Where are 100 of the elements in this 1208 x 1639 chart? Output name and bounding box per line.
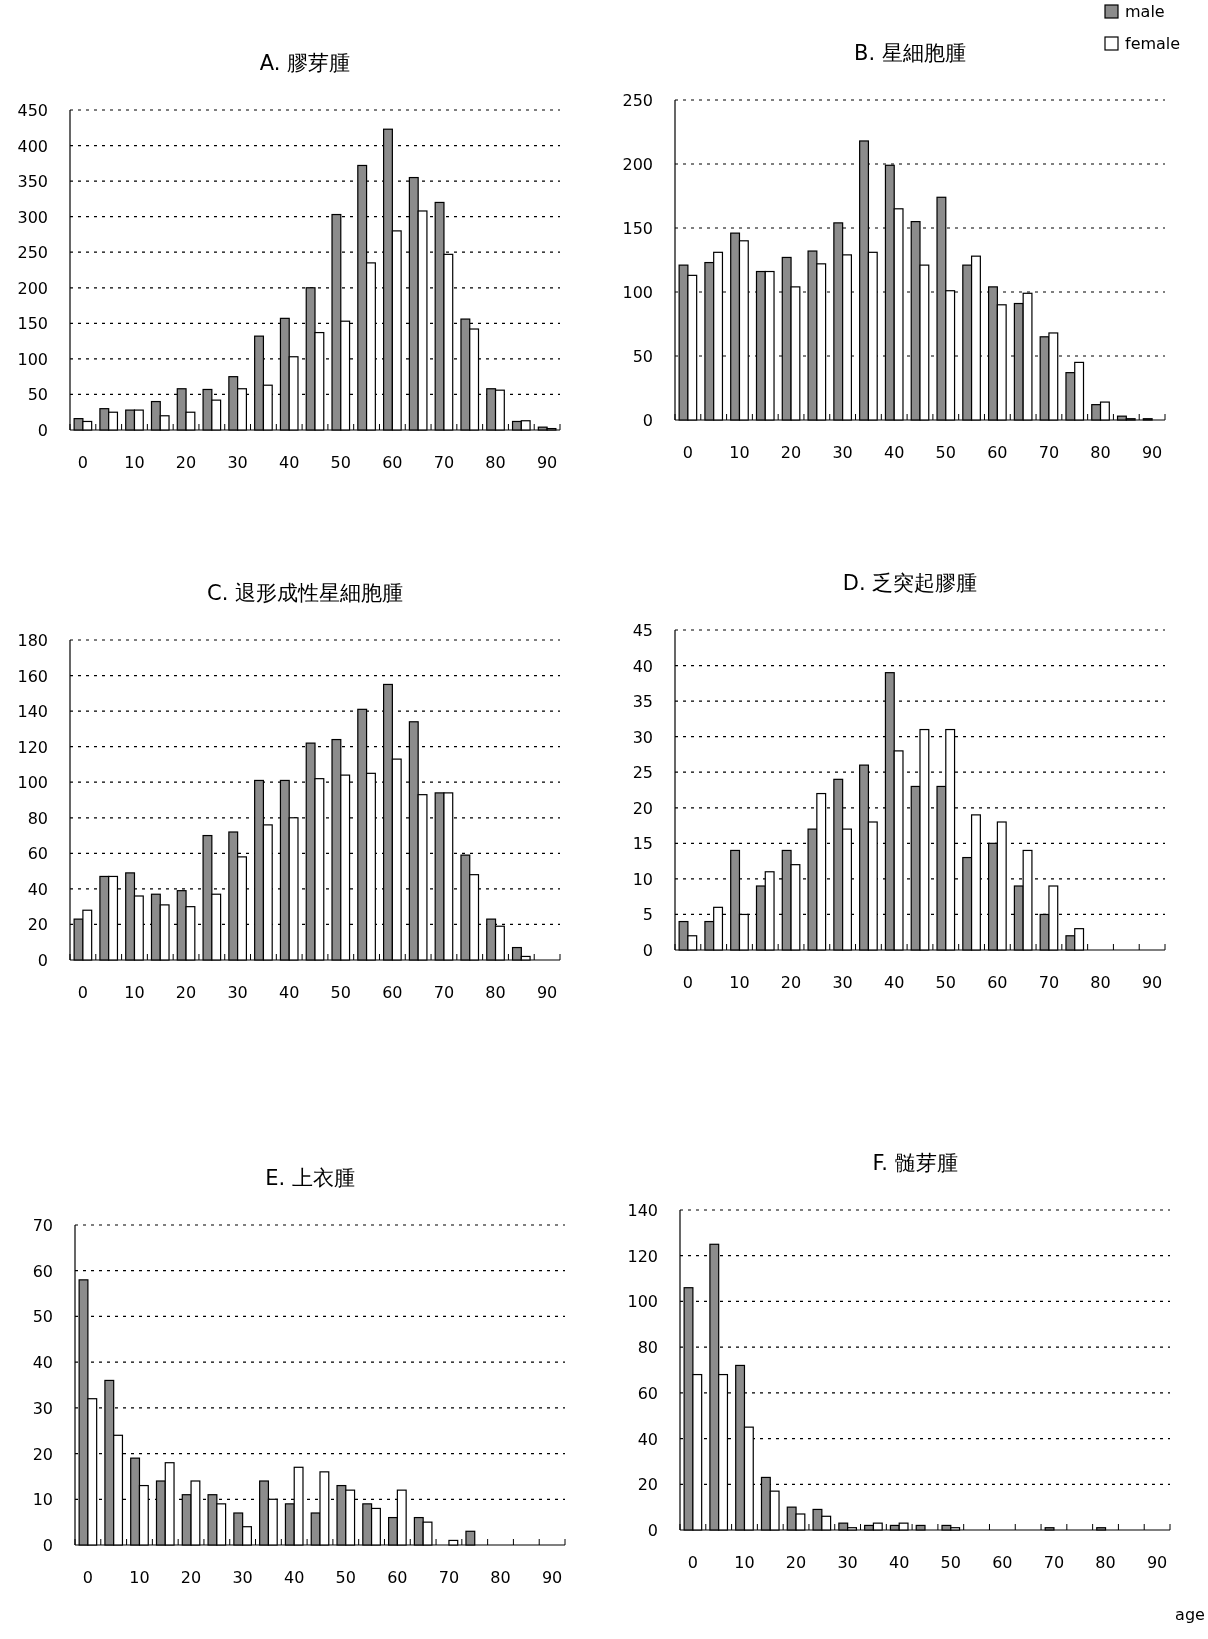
y-tick-label: 60 bbox=[27, 844, 48, 864]
x-tick-label: 70 bbox=[1043, 1553, 1065, 1572]
x-tick-label: 0 bbox=[682, 973, 693, 992]
x-tick-label: 70 bbox=[1038, 973, 1060, 992]
x-tick-label: 90 bbox=[536, 453, 558, 472]
x-tick-label: 50 bbox=[335, 1568, 356, 1587]
x-tick-label: 60 bbox=[987, 443, 1008, 462]
y-tick-label: 0 bbox=[42, 1536, 53, 1555]
x-tick-label: 90 bbox=[1141, 973, 1163, 992]
x-tick-label: 50 bbox=[940, 1553, 961, 1572]
x-tick-label: 70 bbox=[433, 983, 455, 1002]
x-tick-label: 40 bbox=[884, 443, 905, 462]
x-tick-label: 80 bbox=[485, 453, 506, 472]
x-tick-label: 0 bbox=[82, 1568, 93, 1587]
y-tick-label: 350 bbox=[17, 172, 48, 192]
x-tick-label: 30 bbox=[227, 453, 248, 472]
x-tick-label: 0 bbox=[687, 1553, 698, 1572]
x-tick-label: 90 bbox=[541, 1568, 563, 1587]
x-tick-label: 30 bbox=[232, 1568, 253, 1587]
x-tick-label: 80 bbox=[485, 983, 506, 1002]
y-tick-label: 160 bbox=[17, 666, 48, 686]
y-tick-label: 100 bbox=[17, 349, 48, 369]
y-tick-label: 50 bbox=[632, 347, 653, 366]
y-tick-label: 200 bbox=[17, 278, 48, 298]
y-tick-label: 10 bbox=[32, 1490, 53, 1510]
y-tick-label: 0 bbox=[642, 411, 653, 430]
y-tick-label: 250 bbox=[622, 91, 653, 110]
y-tick-label: 40 bbox=[637, 1429, 658, 1449]
y-tick-label: 45 bbox=[632, 621, 653, 640]
x-tick-label: 80 bbox=[1090, 973, 1111, 992]
x-tick-label: 50 bbox=[935, 443, 956, 462]
y-tick-label: 30 bbox=[632, 727, 653, 747]
x-tick-label: 60 bbox=[382, 983, 403, 1002]
chart-title: A. 膠芽腫 bbox=[259, 51, 351, 75]
y-tick-label: 0 bbox=[37, 421, 48, 440]
chart-title: B. 星細胞腫 bbox=[854, 41, 966, 65]
x-tick-label: 80 bbox=[490, 1568, 511, 1587]
x-tick-label: 10 bbox=[129, 1568, 150, 1587]
x-tick-label: 40 bbox=[884, 973, 905, 992]
x-tick-label: 20 bbox=[780, 443, 802, 462]
x-tick-label: 50 bbox=[330, 453, 351, 472]
x-tick-label: 10 bbox=[729, 973, 750, 992]
chart-title: E. 上衣腫 bbox=[265, 1166, 355, 1190]
y-tick-label: 450 bbox=[17, 101, 48, 120]
x-tick-label: 90 bbox=[1146, 1553, 1168, 1572]
y-tick-label: 5 bbox=[642, 905, 653, 925]
x-tick-label: 50 bbox=[935, 973, 956, 992]
x-tick-label: 20 bbox=[175, 453, 197, 472]
y-tick-label: 50 bbox=[27, 385, 48, 405]
x-tick-label: 0 bbox=[77, 453, 88, 472]
y-tick-label: 180 bbox=[17, 631, 48, 650]
x-tick-label: 60 bbox=[992, 1553, 1013, 1572]
y-tick-label: 250 bbox=[17, 243, 48, 263]
y-tick-label: 120 bbox=[627, 1246, 658, 1266]
y-tick-label: 0 bbox=[642, 941, 653, 960]
x-tick-label: 30 bbox=[832, 443, 853, 462]
chart-title: F. 髄芽腫 bbox=[872, 1151, 958, 1175]
x-tick-label: 70 bbox=[438, 1568, 460, 1587]
x-tick-label: 30 bbox=[837, 1553, 858, 1572]
x-tick-label: 60 bbox=[387, 1568, 408, 1587]
x-tick-label: 10 bbox=[124, 983, 145, 1002]
y-tick-label: 0 bbox=[647, 1521, 658, 1540]
legend-label: male bbox=[1125, 2, 1165, 21]
x-tick-label: 90 bbox=[1141, 443, 1163, 462]
y-tick-label: 100 bbox=[17, 773, 48, 793]
y-tick-label: 120 bbox=[17, 737, 48, 757]
x-axis-title: age bbox=[1175, 1605, 1205, 1624]
x-tick-label: 0 bbox=[682, 443, 693, 462]
y-tick-label: 40 bbox=[632, 656, 653, 676]
x-tick-label: 10 bbox=[734, 1553, 755, 1572]
x-tick-label: 80 bbox=[1095, 1553, 1116, 1572]
x-tick-label: 0 bbox=[77, 983, 88, 1002]
y-tick-label: 20 bbox=[27, 915, 48, 935]
y-tick-label: 10 bbox=[632, 869, 653, 889]
chart-title: D. 乏突起膠腫 bbox=[842, 571, 978, 595]
x-tick-label: 60 bbox=[987, 973, 1008, 992]
x-tick-label: 30 bbox=[832, 973, 853, 992]
x-tick-label: 40 bbox=[279, 983, 300, 1002]
y-tick-label: 400 bbox=[17, 136, 48, 156]
y-tick-label: 300 bbox=[17, 207, 48, 227]
x-tick-label: 20 bbox=[785, 1553, 807, 1572]
x-tick-label: 40 bbox=[889, 1553, 910, 1572]
y-tick-label: 60 bbox=[637, 1383, 658, 1403]
x-tick-label: 90 bbox=[536, 983, 558, 1002]
y-tick-label: 40 bbox=[27, 879, 48, 899]
y-tick-label: 80 bbox=[637, 1338, 658, 1358]
y-tick-label: 30 bbox=[32, 1398, 53, 1418]
x-tick-label: 70 bbox=[433, 453, 455, 472]
y-tick-label: 150 bbox=[17, 314, 48, 334]
y-tick-label: 25 bbox=[632, 763, 653, 783]
x-tick-label: 20 bbox=[780, 973, 802, 992]
y-tick-label: 40 bbox=[32, 1353, 53, 1373]
y-tick-label: 70 bbox=[32, 1216, 53, 1235]
x-tick-label: 20 bbox=[175, 983, 197, 1002]
y-tick-label: 20 bbox=[637, 1475, 658, 1495]
y-tick-label: 15 bbox=[632, 834, 653, 854]
y-tick-label: 80 bbox=[27, 808, 48, 828]
x-tick-label: 10 bbox=[124, 453, 145, 472]
y-tick-label: 200 bbox=[622, 155, 653, 174]
y-tick-label: 150 bbox=[622, 219, 653, 238]
